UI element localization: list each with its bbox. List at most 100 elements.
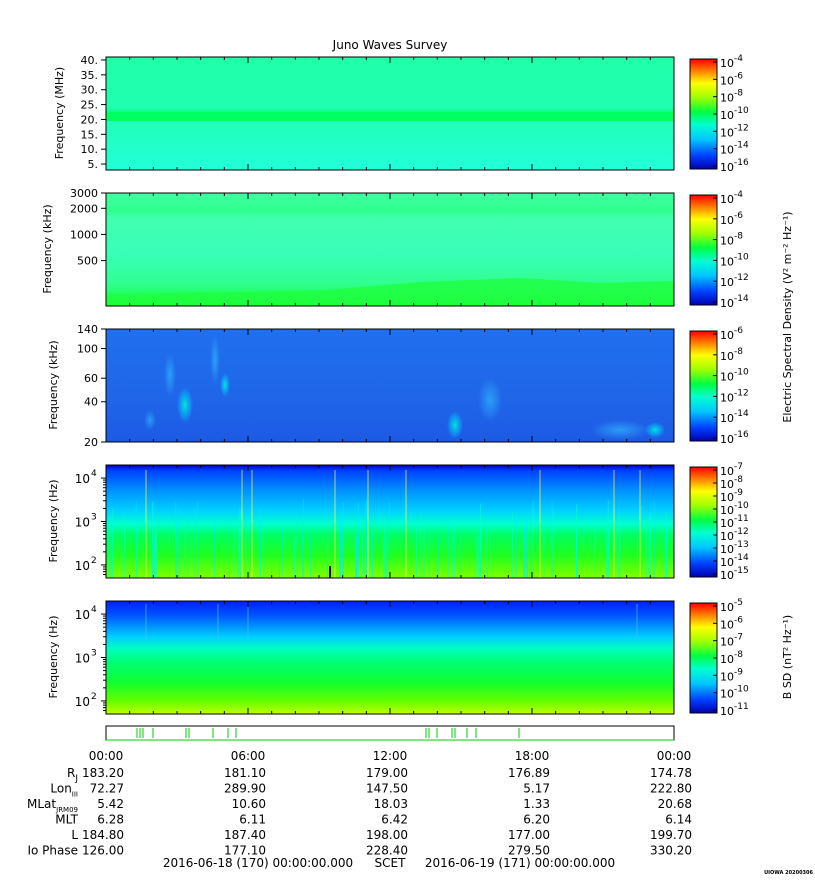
ephemeris-value: 5.42 — [97, 797, 124, 811]
orbit-mark-strip — [105, 725, 675, 741]
ephemeris-value: 10.60 — [232, 797, 266, 811]
colorbar-tick-label: 10 — [720, 297, 734, 310]
colorbar-3 — [689, 330, 718, 442]
ephemeris-value: 20.68 — [658, 797, 692, 811]
ytick-label: 20. — [81, 113, 99, 126]
ytick-label: 10 — [75, 695, 90, 709]
colorbar-tick-exponent: -5 — [734, 598, 743, 608]
ephemeris-row-label: Io Phase — [27, 844, 78, 858]
ephemeris-row-label: MLT — [55, 813, 78, 827]
colorbar-tick-exponent: -7 — [734, 462, 743, 472]
band-20mhz — [106, 112, 674, 121]
spectrogram-3 — [106, 329, 674, 442]
colorbar-tick-exponent: -11 — [734, 702, 749, 712]
colorbar-tick-exponent: -10 — [734, 106, 749, 116]
colorbar-tick-label: 10 — [720, 491, 734, 504]
ytick-label: 15. — [81, 128, 99, 141]
ephemeris-value: 5.17 — [523, 782, 550, 796]
colorbar-tick-label: 10 — [720, 601, 734, 614]
ylabel-2: Frequency (kHz) — [41, 204, 54, 293]
colorbar-tick-exponent: -13 — [734, 540, 749, 550]
colorbar-tick-exponent: -10 — [734, 685, 749, 695]
ytick-exponent: 3 — [91, 649, 97, 659]
ytick-label: 10. — [81, 143, 99, 156]
ephemeris-value: 174.78 — [650, 766, 692, 780]
ytick-label: 40. — [81, 54, 99, 67]
time-label: 00:00 — [657, 749, 692, 763]
colorbar-tick-exponent: -6 — [734, 326, 743, 336]
colorbar-tick-exponent: -4 — [734, 54, 743, 64]
colorbar-tick-label: 10 — [720, 433, 734, 446]
ytick-label: 10 — [75, 472, 90, 486]
colorbar-tick-exponent: -6 — [734, 211, 743, 221]
ephemeris-row-label: L — [71, 828, 78, 842]
colorbar-2 — [689, 194, 718, 306]
colorbar-tick-label: 10 — [720, 391, 734, 404]
colorbar-tick-label: 10 — [720, 636, 734, 649]
colorbar-tick-label: 10 — [720, 235, 734, 248]
ytick-label: 10 — [75, 608, 90, 622]
ytick-label: 1000 — [70, 228, 98, 241]
ytick-exponent: 3 — [91, 513, 97, 523]
ylabel-4: Frequency (Hz) — [47, 480, 60, 563]
time-label: 06:00 — [231, 749, 266, 763]
colorbar-tick-label: 10 — [720, 653, 734, 666]
ephemeris-value: 6.28 — [97, 813, 124, 827]
colorbar-tick-label: 10 — [720, 478, 734, 491]
colorbar-tick-label: 10 — [720, 556, 734, 569]
colorbar-tick-exponent: -15 — [734, 566, 749, 576]
yticks-1: 40. 35. 30. 25.20. 15. 10. 5. — [81, 54, 106, 171]
colorbar-label-electric: Electric Spectral Density (V² m⁻² Hz⁻¹) — [781, 211, 794, 422]
ytick-label: 40 — [84, 396, 98, 409]
colorbar-tick-label: 10 — [720, 350, 734, 363]
colorbar-tick-label: 10 — [720, 618, 734, 631]
ytick-label: 100 — [77, 343, 98, 356]
time-label: 00:00 — [89, 749, 124, 763]
ytick-label: 2000 — [70, 202, 98, 215]
colorbar-tick-exponent: -10 — [734, 252, 749, 262]
ephemeris-row-label: RJ — [67, 766, 78, 784]
ephemeris-value: 177.00 — [508, 828, 550, 842]
ephemeris-value: 6.42 — [381, 813, 408, 827]
ytick-label: 20 — [84, 436, 98, 449]
colorbar-tick-label: 10 — [720, 670, 734, 683]
colorbar-tick-exponent: -8 — [734, 650, 743, 660]
spectrogram-4 — [106, 465, 674, 578]
colorbar-tick-label: 10 — [720, 688, 734, 701]
colorbar-tick-label: 10 — [720, 412, 734, 425]
colorbar-tick-label: 10 — [720, 57, 734, 70]
ephemeris-value: 228.40 — [366, 844, 408, 858]
colorbar-tick-exponent: -10 — [734, 501, 749, 511]
colorbar-tick-label: 10 — [720, 214, 734, 227]
colorbar-tick-exponent: -9 — [734, 667, 743, 677]
colorbar-tick-label: 10 — [720, 276, 734, 289]
colorbar-tick-exponent: -12 — [734, 123, 749, 133]
ytick-exponent: 4 — [91, 605, 97, 615]
ephemeris-value: 126.00 — [82, 844, 124, 858]
ephemeris-value: 6.11 — [239, 813, 266, 827]
colorbar-tick-exponent: -8 — [734, 347, 743, 357]
ytick-exponent: 2 — [91, 556, 97, 566]
ephemeris-value: 18.03 — [374, 797, 408, 811]
ytick-label: 5. — [88, 158, 99, 171]
colorbar-tick-label: 10 — [720, 161, 734, 174]
footer-start: 2016-06-18 (170) 00:00:00.000 — [163, 856, 353, 870]
colorbar-1 — [689, 58, 718, 170]
figure-title: Juno Waves Survey — [332, 38, 448, 52]
footer-scet: SCET — [375, 856, 407, 870]
ephemeris-value: 198.00 — [366, 828, 408, 842]
colorbar-tick-label: 10 — [720, 144, 734, 157]
colorbar-tick-exponent: -8 — [734, 475, 743, 485]
ephemeris-value: 181.10 — [224, 766, 266, 780]
colorbar-tick-exponent: -14 — [734, 409, 749, 419]
ephemeris-value: 222.80 — [650, 782, 692, 796]
ephemeris-value: 6.14 — [665, 813, 692, 827]
ephemeris-value: 179.00 — [366, 766, 408, 780]
yticks-3: 140 100 60 40 20 — [77, 323, 106, 449]
colorbar-tick-label: 10 — [720, 530, 734, 543]
ytick-exponent: 4 — [91, 469, 97, 479]
